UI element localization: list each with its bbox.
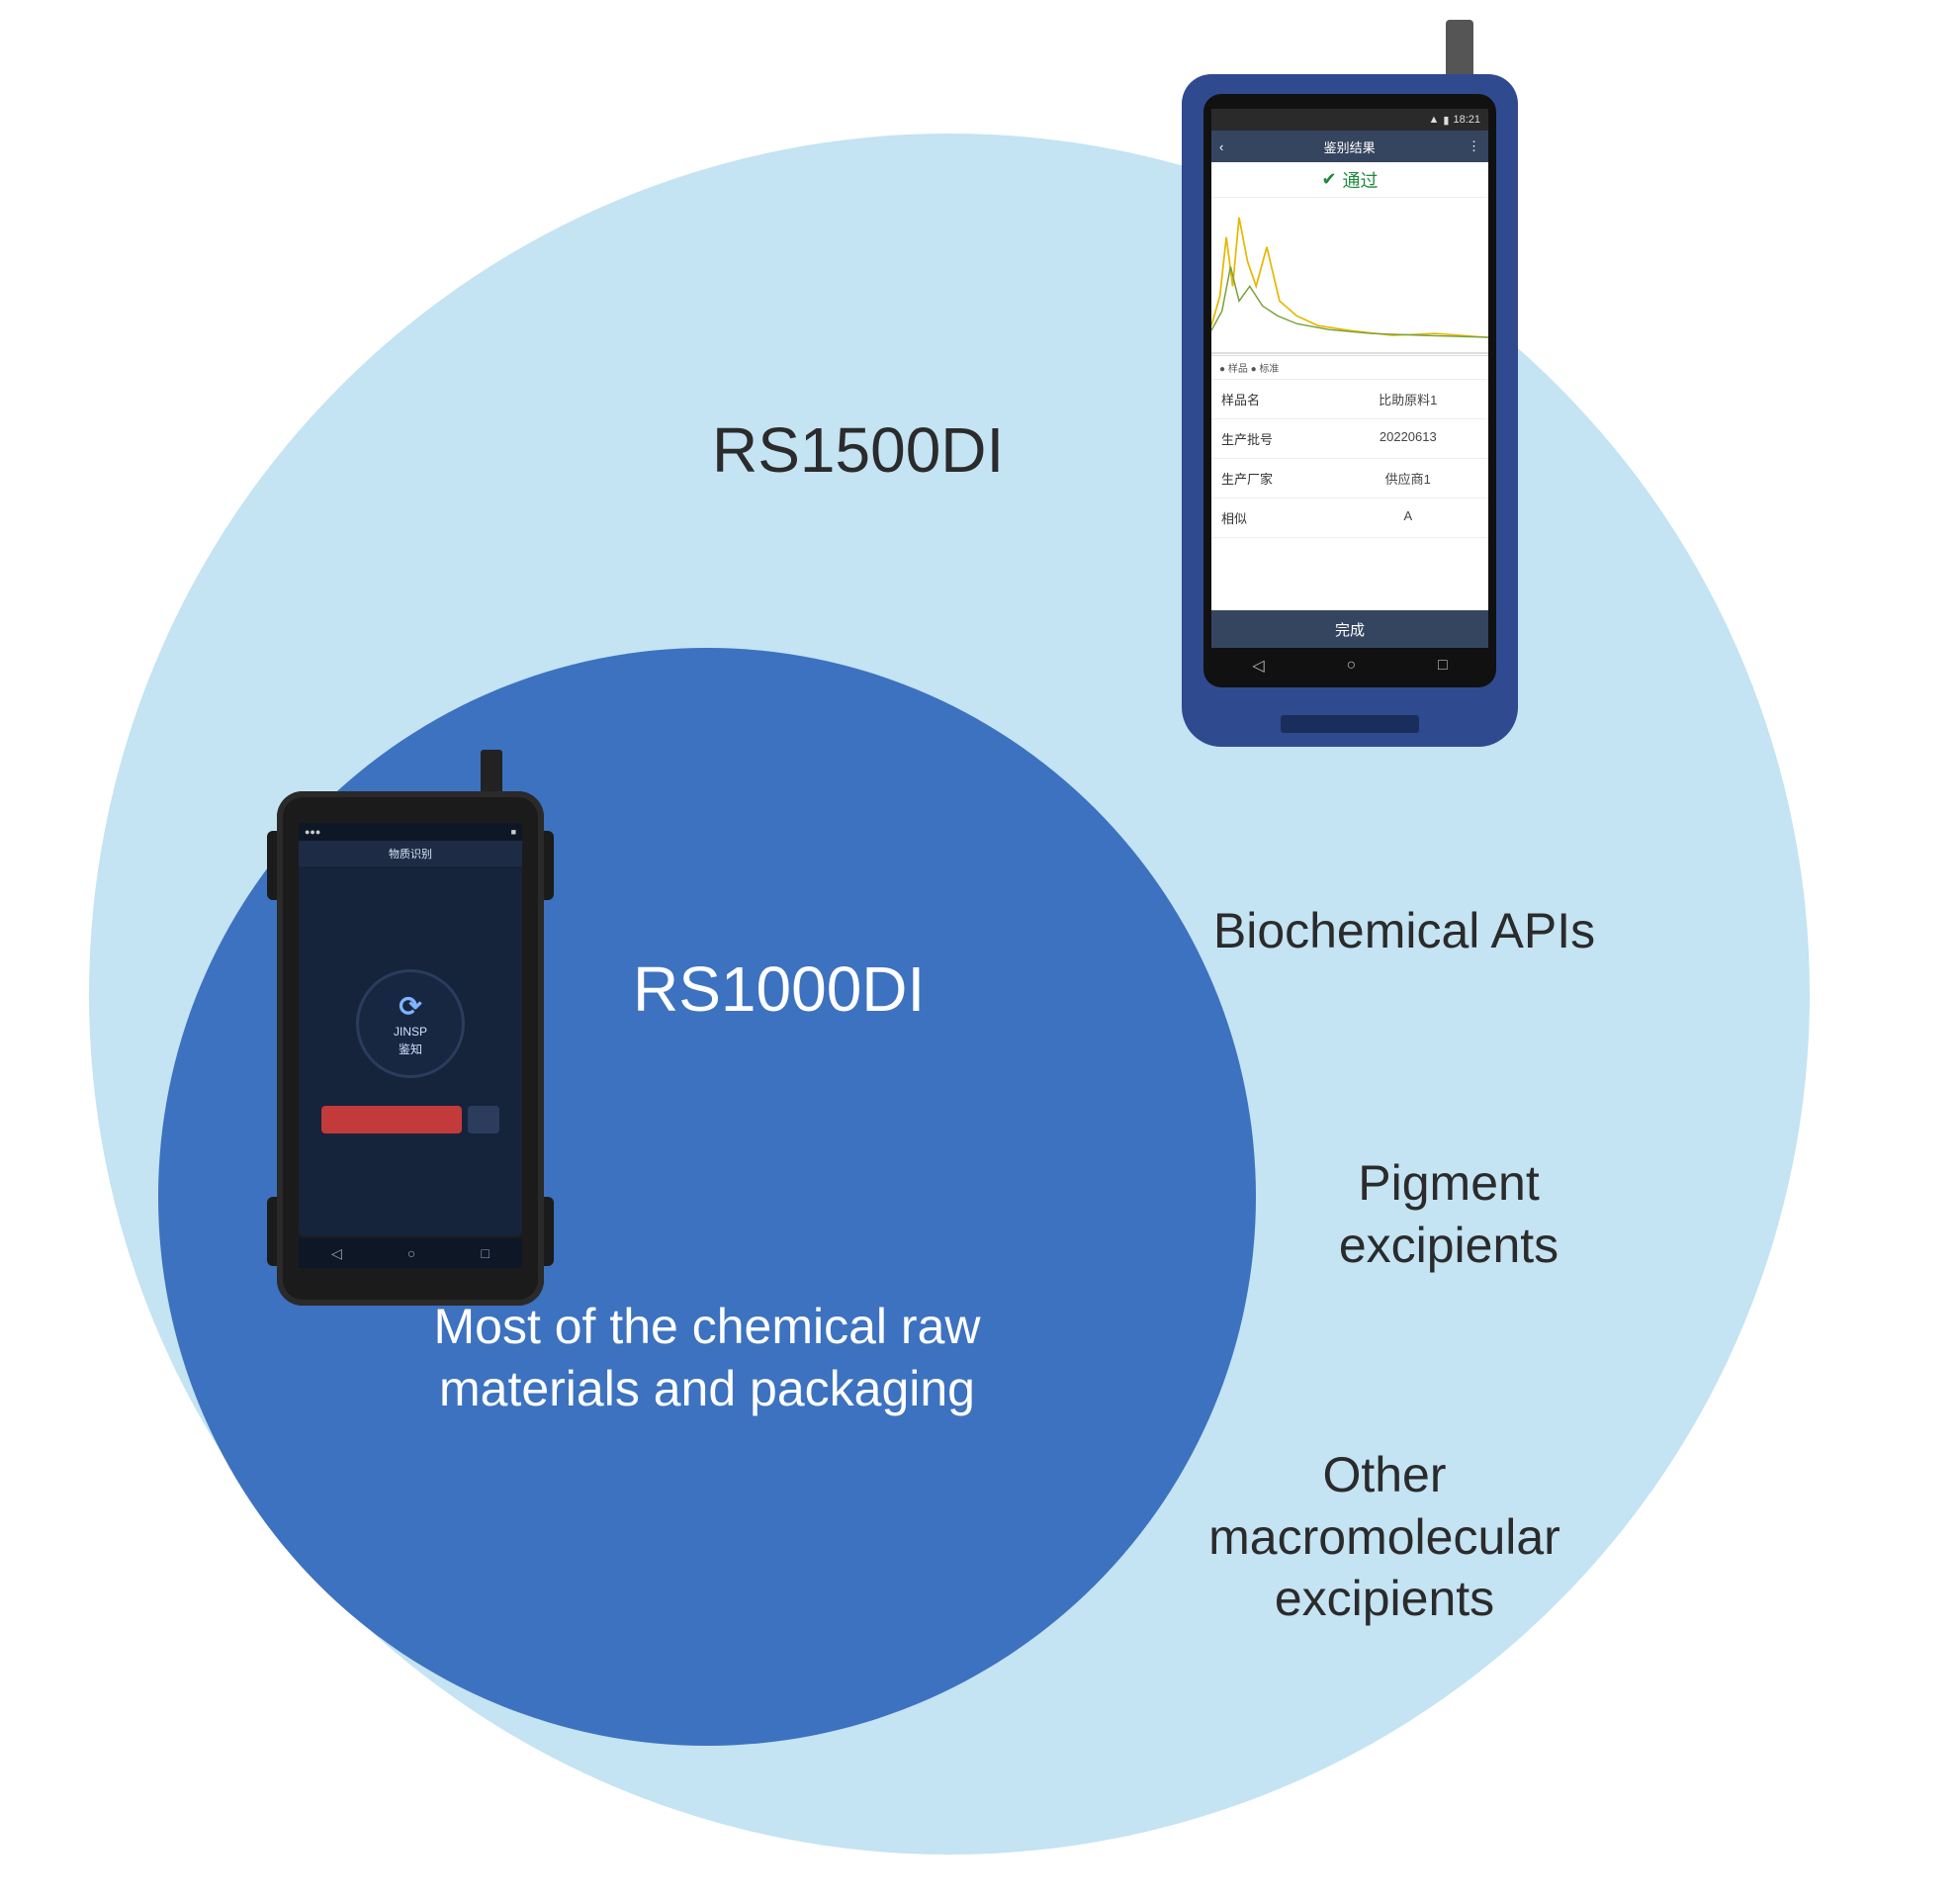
spectrum-chart bbox=[1211, 198, 1488, 356]
status-right: ■ bbox=[511, 827, 516, 837]
app-bar: 物质识别 bbox=[299, 841, 522, 866]
nav-back-icon[interactable]: ◁ bbox=[1252, 656, 1264, 676]
device-bottom-notch bbox=[1281, 715, 1419, 733]
wifi-icon: ▲ bbox=[1429, 114, 1440, 126]
row-value: A bbox=[1328, 499, 1488, 537]
android-nav-bar: ◁ ○ □ bbox=[1211, 649, 1488, 682]
result-pass-row: ✔ 通过 bbox=[1211, 162, 1488, 198]
nav-recent-icon[interactable]: □ bbox=[1438, 657, 1448, 675]
inner-circle-description: Most of the chemical raw materials and p… bbox=[391, 1296, 1024, 1419]
inner-circle-label: RS1000DI bbox=[633, 950, 925, 1029]
battery-icon: ▮ bbox=[1443, 114, 1449, 127]
row-key: 生产批号 bbox=[1211, 419, 1328, 458]
outer-item-biochemical: Biochemical APIs bbox=[1177, 900, 1632, 962]
device-screen: ▲ ▮ 18:21 ‹ 鉴别结果 ⋮ ✔ 通过 ● 样品 ● 标准 样品名比助原… bbox=[1211, 109, 1488, 648]
table-row: 生产批号20220613 bbox=[1211, 419, 1488, 459]
menu-icon[interactable]: ⋮ bbox=[1468, 138, 1480, 154]
row-key: 相似 bbox=[1211, 499, 1328, 537]
row-value: 20220613 bbox=[1328, 419, 1488, 458]
spectrum-legend: ● 样品 ● 标准 bbox=[1211, 356, 1488, 380]
status-bar: ●●● ■ bbox=[299, 823, 522, 841]
app-bar: ‹ 鉴别结果 ⋮ bbox=[1211, 131, 1488, 162]
outer-circle-label: RS1500DI bbox=[712, 410, 1004, 490]
scan-button[interactable] bbox=[321, 1106, 463, 1133]
logo-circle[interactable]: ⟳ JINSP 鉴知 bbox=[356, 969, 465, 1078]
result-info-table: 样品名比助原料1生产批号20220613生产厂家供应商1相似A bbox=[1211, 380, 1488, 610]
device-rs1500di: ▲ ▮ 18:21 ‹ 鉴别结果 ⋮ ✔ 通过 ● 样品 ● 标准 样品名比助原… bbox=[1182, 74, 1518, 747]
status-time: 18:21 bbox=[1453, 114, 1480, 126]
action-row bbox=[321, 1106, 500, 1133]
outer-item-pigment: Pigmentexcipients bbox=[1221, 1152, 1676, 1276]
row-value: 比助原料1 bbox=[1328, 380, 1488, 418]
status-bar: ▲ ▮ 18:21 bbox=[1211, 109, 1488, 131]
check-icon: ✔ bbox=[1321, 169, 1336, 190]
logo-text: JINSP bbox=[394, 1025, 427, 1039]
logo-icon: ⟳ bbox=[399, 990, 421, 1023]
nav-recent-icon[interactable]: □ bbox=[481, 1245, 489, 1261]
device-rs1000di: ●●● ■ 物质识别 ⟳ JINSP 鉴知 ◁ ○ □ bbox=[277, 791, 544, 1306]
table-row: 生产厂家供应商1 bbox=[1211, 459, 1488, 499]
app-body: ⟳ JINSP 鉴知 bbox=[299, 866, 522, 1236]
pass-text: 通过 bbox=[1343, 167, 1379, 193]
outer-item-macromolecular: Othermacromolecularexcipients bbox=[1157, 1444, 1612, 1630]
row-key: 样品名 bbox=[1211, 380, 1328, 418]
row-key: 生产厂家 bbox=[1211, 459, 1328, 498]
row-value: 供应商1 bbox=[1328, 459, 1488, 498]
logo-subtext: 鉴知 bbox=[399, 1041, 422, 1057]
aux-button[interactable] bbox=[468, 1106, 499, 1133]
android-nav-bar: ◁ ○ □ bbox=[299, 1238, 522, 1268]
nav-back-icon[interactable]: ◁ bbox=[331, 1245, 342, 1262]
status-left: ●●● bbox=[305, 827, 320, 837]
device-screen: ●●● ■ 物质识别 ⟳ JINSP 鉴知 bbox=[299, 823, 522, 1236]
nav-home-icon[interactable]: ○ bbox=[1346, 657, 1356, 675]
back-icon[interactable]: ‹ bbox=[1219, 139, 1223, 154]
table-row: 样品名比助原料1 bbox=[1211, 380, 1488, 419]
table-row: 相似A bbox=[1211, 499, 1488, 538]
nav-home-icon[interactable]: ○ bbox=[407, 1245, 415, 1261]
app-title: 鉴别结果 bbox=[1231, 137, 1468, 156]
done-button[interactable]: 完成 bbox=[1211, 610, 1488, 648]
